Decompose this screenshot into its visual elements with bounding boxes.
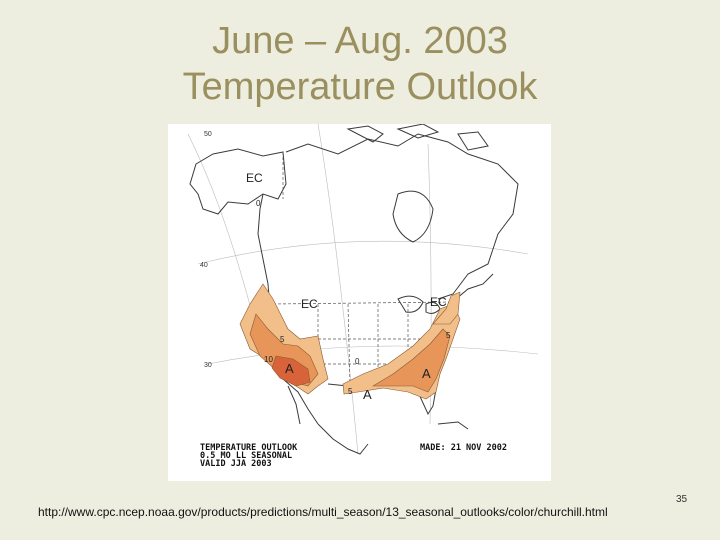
slide-title-line1: June – Aug. 2003 — [212, 20, 508, 62]
lat-label-40: 40 — [200, 262, 208, 269]
above-normal-southeast — [342, 291, 461, 400]
contour-label-c0-b: 0 — [355, 357, 360, 366]
caption-issued-date: MADE: 21 NOV 2002 — [420, 443, 507, 453]
region-label-southeast: A — [422, 366, 431, 381]
map-background — [168, 124, 551, 481]
region-label-alaska: EC — [246, 171, 263, 185]
page-number: 35 — [676, 494, 688, 505]
region-label-northeast: EC — [430, 295, 447, 309]
caption-line3: VALID JJA 2003 — [200, 459, 272, 469]
contour-label-c5-east: 5 — [446, 331, 451, 340]
slide-title-line2: Temperature Outlook — [182, 66, 538, 108]
coastlines — [189, 124, 519, 455]
source-url[interactable]: http://www.cpc.ncep.noaa.gov/products/pr… — [38, 505, 608, 519]
region-label-southwest: A — [285, 361, 294, 376]
se-mid-region — [371, 328, 451, 393]
contour-label-c5-south: 5 — [348, 387, 353, 396]
caption-line2: 0.5 MO LL SEASONAL — [200, 451, 292, 461]
sw-high-region — [271, 355, 311, 387]
ne-light-region — [432, 291, 461, 325]
contour-label-c5-west: 5 — [280, 335, 285, 344]
region-label-central: EC — [301, 297, 318, 311]
temperature-outlook-map: EC EC EC A A A 5 10 5 5 0 0 50 40 30 TEM… — [168, 124, 551, 481]
region-label-gulf: A — [363, 387, 372, 402]
contour-label-c10-west: 10 — [264, 355, 273, 364]
caption-line1: TEMPERATURE OUTLOOK — [200, 443, 298, 453]
above-normal-southwest — [239, 283, 329, 395]
contour-label-c0-a: 0 — [256, 199, 261, 208]
lat-label-50: 50 — [204, 131, 212, 138]
lat-label-30: 30 — [204, 362, 212, 369]
